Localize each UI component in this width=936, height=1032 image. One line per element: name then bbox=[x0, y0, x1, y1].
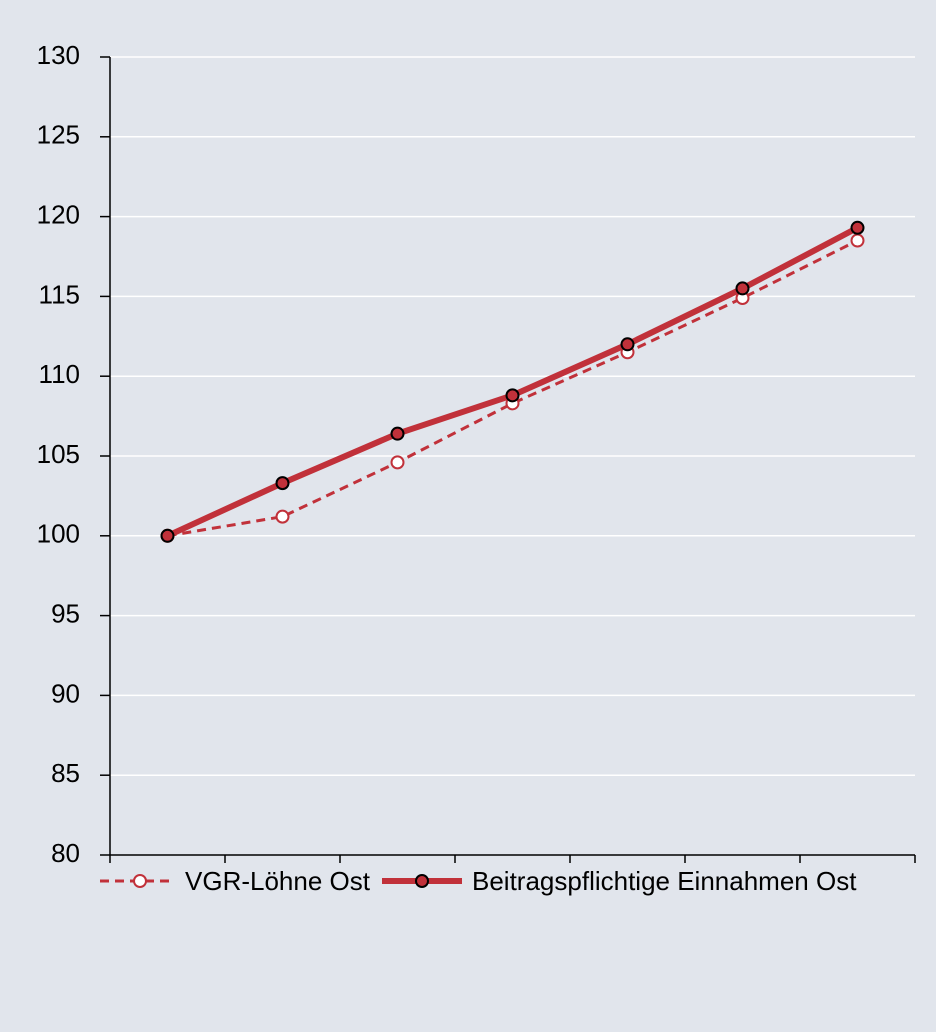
y-tick-label: 100 bbox=[37, 519, 80, 549]
data-point bbox=[850, 220, 865, 235]
legend-marker bbox=[415, 874, 429, 888]
legend-label: Beitragspflichtige Einnahmen Ost bbox=[472, 866, 857, 896]
y-tick-label: 85 bbox=[51, 758, 80, 788]
data-point bbox=[275, 476, 290, 491]
legend-swatch bbox=[382, 874, 462, 888]
legend-marker bbox=[133, 874, 147, 888]
y-tick-label: 130 bbox=[37, 40, 80, 70]
y-tick-label: 90 bbox=[51, 678, 80, 708]
data-point bbox=[620, 337, 635, 352]
series-line bbox=[166, 225, 859, 539]
data-point bbox=[390, 426, 405, 441]
y-tick-label: 120 bbox=[37, 199, 80, 229]
legend-label: VGR-Löhne Ost bbox=[185, 866, 370, 896]
plot-area: 8085909510010511011512012513020192020202… bbox=[37, 40, 916, 905]
legend-swatch bbox=[100, 874, 172, 888]
y-tick-label: 95 bbox=[51, 598, 80, 628]
data-point bbox=[735, 281, 750, 296]
y-tick-label: 80 bbox=[51, 838, 80, 868]
y-tick-label: 125 bbox=[37, 120, 80, 150]
data-point bbox=[505, 388, 520, 403]
data-point bbox=[160, 528, 175, 543]
y-tick-label: 105 bbox=[37, 439, 80, 469]
y-tick-label: 115 bbox=[39, 279, 80, 309]
data-point bbox=[850, 233, 865, 248]
y-tick-label: 110 bbox=[39, 359, 80, 389]
data-point bbox=[390, 455, 405, 470]
data-point bbox=[275, 509, 290, 524]
